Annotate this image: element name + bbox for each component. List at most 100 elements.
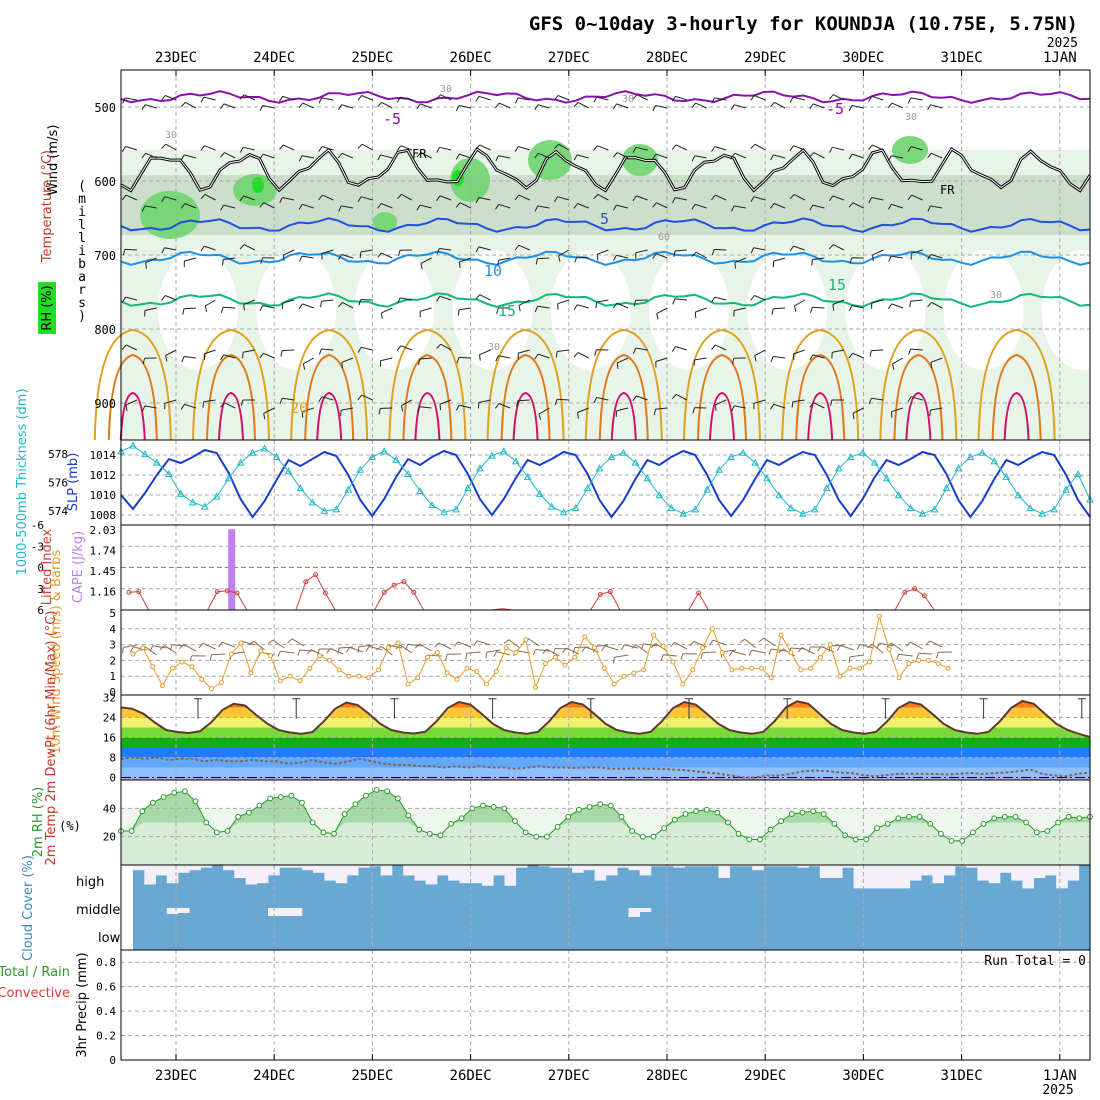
upper-wind-barb xyxy=(793,145,805,151)
upper-wind-barb xyxy=(888,155,892,162)
upper-wind-barb xyxy=(553,95,559,101)
upper-wind-barb xyxy=(652,202,657,208)
wind10m-marker xyxy=(297,678,303,684)
wind10m-barb xyxy=(797,647,803,653)
upper-wind-barb xyxy=(750,295,755,301)
upper-wind-barb xyxy=(420,103,432,109)
millibars-char: ( xyxy=(78,179,86,194)
thickness-marker xyxy=(667,503,676,511)
millibars-char: l xyxy=(78,231,86,246)
upper-wind-barb xyxy=(184,203,197,209)
upper-wind-barb xyxy=(456,357,460,364)
precip-tick-label: 0.2 xyxy=(96,1030,116,1043)
wind10m-marker xyxy=(670,659,676,665)
millibars-char: r xyxy=(78,283,86,298)
wind10m-marker xyxy=(366,675,372,681)
precip-tick-label: 0 xyxy=(109,1054,116,1067)
upper-wind-barb xyxy=(596,299,609,303)
upper-wind-barb xyxy=(498,155,511,159)
rh2m-marker xyxy=(1033,829,1040,836)
thickness-marker xyxy=(930,505,939,513)
upper-wind-barb xyxy=(180,203,186,209)
upper-wind-barb xyxy=(750,95,755,101)
upper-wind-barb xyxy=(479,354,481,361)
millibars-char: a xyxy=(78,270,86,285)
rh-tick-label: 20 xyxy=(103,831,116,844)
lifted-cape-panel: -6 -3 0 3 6 2.03 1.74 1.45 1.16 Lifted Index CAP… xyxy=(31,519,1091,617)
top-date-tick-label: 1JAN xyxy=(1043,50,1077,66)
upper-wind-barb xyxy=(278,96,284,102)
high-cloud-gap xyxy=(695,865,708,867)
upper-wind-barb xyxy=(359,251,362,258)
upper-wind-barb xyxy=(145,262,147,269)
upper-wind-barb xyxy=(161,143,167,149)
pressure-tick-label: 800 xyxy=(94,323,116,337)
slp-axis: 578 576 574 1014 1012 1010 1008 xyxy=(48,448,116,522)
wind10m-axis-label: 10m Wind Speed (m/s) & Barbs xyxy=(49,549,64,754)
wind10m-barb xyxy=(801,647,815,655)
upper-wind-barb xyxy=(754,355,757,362)
wind10m-marker xyxy=(847,665,853,671)
wind10m-marker xyxy=(808,665,814,671)
upper-wind-barb xyxy=(518,244,530,251)
upper-wind-barb xyxy=(420,257,432,264)
upper-wind-barb xyxy=(793,305,797,312)
upper-wind-barb xyxy=(165,295,177,301)
upper-wind-barb xyxy=(200,194,206,200)
slp-thickness-panel: 578 576 574 1014 1012 1010 1008 1000-500mb Thi… xyxy=(15,388,1094,576)
upper-wind-barb xyxy=(302,303,314,309)
high-cloud-gap xyxy=(515,865,528,868)
thickness-marker xyxy=(236,458,245,466)
upper-wind-barb xyxy=(927,104,932,111)
upper-wind-barb xyxy=(259,352,264,359)
rh-grid xyxy=(121,780,1090,865)
wind10m-barb xyxy=(453,641,459,647)
wind10m-barb xyxy=(918,652,933,655)
thickness-marker xyxy=(739,448,747,456)
contour-20-loop xyxy=(290,328,369,441)
upper-wind-barb xyxy=(656,202,668,209)
wind10m-barb xyxy=(748,649,753,656)
precip-tick-label: 0.8 xyxy=(96,956,116,969)
upper-wind-barb xyxy=(892,363,895,370)
upper-wind-barb xyxy=(223,306,236,309)
contour-30-loop xyxy=(218,391,244,441)
upper-wind-barb xyxy=(789,245,794,252)
upper-wind-barb xyxy=(282,255,285,262)
thickness-marker xyxy=(499,447,508,455)
upper-wind-barb xyxy=(868,398,872,405)
rh-dry-pocket xyxy=(1041,250,1100,370)
wind10m-marker xyxy=(788,650,794,655)
upper-wind-barb xyxy=(357,95,362,101)
contour-label-5: 5 xyxy=(600,210,609,228)
thickness-marker xyxy=(452,505,460,513)
wind10m-barb xyxy=(636,644,648,654)
contour-minus5 xyxy=(120,90,1091,104)
upper-wind-barb xyxy=(535,258,538,265)
dewpt2m-line xyxy=(120,756,1091,779)
slp-grid xyxy=(121,440,1090,525)
thickness-marker xyxy=(990,457,999,465)
upper-wind-barb xyxy=(557,95,570,101)
upper-wind-barb xyxy=(125,344,138,351)
upper-wind-barb xyxy=(418,358,421,366)
upper-wind-barb xyxy=(164,247,177,251)
high-cloud-gap xyxy=(324,865,336,881)
wind10m-marker xyxy=(385,645,391,651)
upper-wind-barb xyxy=(518,305,521,312)
high-cloud-gap xyxy=(707,865,719,867)
wind10m-marker xyxy=(641,667,647,673)
upper-wind-barb xyxy=(184,154,197,159)
upper-wind-barb xyxy=(770,356,774,363)
high-cloud-gap xyxy=(133,865,145,871)
wind10m-barb xyxy=(145,646,157,656)
upper-wind-barb xyxy=(656,313,659,320)
wind10m-barb xyxy=(202,642,216,650)
upper-wind-barb xyxy=(891,407,904,413)
wind10m-marker xyxy=(857,665,863,671)
upper-wind-barb xyxy=(204,349,216,355)
wind10m-tick-label: 2 xyxy=(109,654,116,667)
high-cloud-gap xyxy=(954,865,967,867)
upper-wind-barb xyxy=(616,363,619,370)
wind10m-marker xyxy=(680,681,686,687)
